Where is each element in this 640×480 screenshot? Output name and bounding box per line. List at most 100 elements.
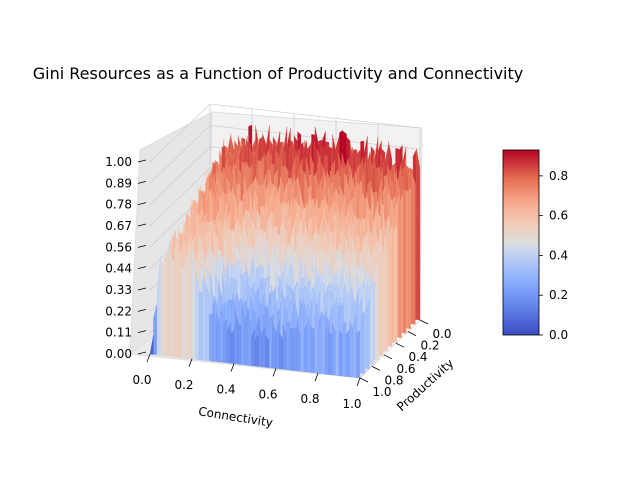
- x-tick-mark: [272, 368, 277, 377]
- z-tick-label: 0.00: [105, 347, 132, 361]
- y-tick-mark: [407, 331, 417, 336]
- grid-line: [149, 167, 211, 227]
- grid-line: [149, 125, 211, 184]
- colorbar-ticks: 0.0 0.2 0.4 0.6 0.8: [539, 169, 568, 342]
- surface-cell: [303, 323, 308, 373]
- z-tick-mark: [137, 202, 147, 206]
- plot-3d-axes: 0.000.110.220.330.440.560.670.780.891.00…: [105, 103, 456, 430]
- surface-cell: [300, 311, 305, 372]
- z-tick-mark: [137, 159, 147, 163]
- surface-cell: [195, 272, 200, 360]
- surface-cell: [293, 326, 298, 371]
- x-tick-label: 0.6: [258, 387, 277, 401]
- y-tick-label: 1.0: [372, 385, 391, 399]
- surface-cell: [370, 279, 374, 365]
- surface-cell: [209, 314, 214, 362]
- surface-cell: [411, 173, 416, 325]
- surface-cell: [289, 327, 294, 371]
- colorbar-tick-label: 0.2: [549, 288, 568, 302]
- surface-cell: [184, 253, 189, 359]
- surface-cell: [407, 187, 411, 330]
- surface-cell: [268, 318, 273, 369]
- y-tick-label: 0.4: [408, 350, 427, 364]
- surface-cell: [167, 247, 172, 357]
- surface-cell: [335, 312, 340, 376]
- z-tick-label: 0.56: [105, 240, 132, 254]
- surface-cell: [163, 252, 168, 357]
- surface-cell: [328, 332, 333, 375]
- surface-cell: [205, 287, 210, 361]
- y-tick-label: 0.0: [432, 327, 451, 341]
- surface-cell: [202, 280, 207, 361]
- colorbar-tick-label: 0.4: [549, 248, 568, 262]
- z-tick-mark: [137, 266, 147, 270]
- surface-cell: [244, 316, 249, 366]
- x-tick-label: 0.2: [174, 378, 193, 392]
- surface-cell: [388, 222, 393, 347]
- surface-cell: [393, 225, 398, 343]
- z-tick-mark: [137, 351, 147, 355]
- y-tick-mark: [395, 342, 405, 348]
- y-axis-ticks: 0.00.20.40.60.81.0: [359, 319, 452, 399]
- surface-cell: [279, 333, 284, 370]
- z-tick-mark: [137, 180, 147, 184]
- colorbar-tick-label: 0.8: [549, 169, 568, 183]
- x-axis-label: Connectivity: [197, 404, 273, 430]
- z-tick-label: 0.89: [105, 176, 132, 190]
- surface-cell: [261, 327, 266, 368]
- x-tick-label: 0.4: [216, 383, 235, 397]
- surface-cell: [219, 311, 224, 363]
- surface-cell: [286, 321, 291, 371]
- grid-line: [149, 146, 211, 205]
- z-tick-mark: [137, 308, 147, 312]
- z-tick-mark: [137, 287, 147, 291]
- surface-cell: [338, 330, 343, 377]
- surface-cell: [324, 327, 329, 375]
- x-tick-label: 0.0: [132, 373, 151, 387]
- surface-cell: [384, 234, 388, 352]
- grid-line: [359, 319, 421, 379]
- surface-cell: [247, 315, 252, 366]
- surface-cell: [230, 330, 235, 364]
- surface-cell: [360, 312, 365, 374]
- y-tick-mark: [419, 319, 429, 325]
- x-tick-label: 0.8: [300, 392, 319, 406]
- z-tick-mark: [137, 244, 147, 248]
- z-tick-label: 0.67: [105, 219, 132, 233]
- surface-cell: [314, 314, 319, 374]
- x-tick-mark: [188, 358, 193, 367]
- surface-cell: [223, 318, 228, 363]
- z-axis-ticks: 0.00 0.11 0.22 0.33 0.44 0.56 0.67 0.78 0.89 1.00: [105, 155, 147, 361]
- surface-cell: [331, 323, 336, 376]
- surface-cell: [342, 322, 347, 377]
- grid-line: [209, 103, 421, 129]
- surface-cell: [181, 265, 186, 359]
- x-tick-mark: [146, 353, 151, 363]
- surface-cell: [379, 245, 384, 356]
- surface-cell: [397, 199, 402, 339]
- grid-line: [149, 103, 211, 163]
- surface-cell: [307, 318, 312, 373]
- chart-title: Gini Resources as a Function of Producti…: [33, 64, 523, 83]
- surface-cell: [416, 148, 421, 321]
- z-tick-label: 1.00: [105, 155, 132, 169]
- colorbar: 0.0 0.2 0.4 0.6 0.8: [502, 149, 568, 342]
- x-tick-label: 1.0: [342, 397, 361, 411]
- y-tick-label: 0.8: [384, 373, 403, 387]
- surface-cell: [160, 259, 165, 356]
- surface-cell: [356, 330, 361, 379]
- z-tick-label: 0.78: [105, 198, 132, 212]
- surface-cell: [345, 329, 350, 377]
- y-tick-label: 0.6: [396, 362, 415, 376]
- surface-cell: [254, 335, 259, 367]
- y-tick-mark: [383, 354, 393, 360]
- surface-cell: [349, 321, 354, 378]
- surface-cell: [374, 262, 379, 361]
- surface-cell: [321, 313, 326, 375]
- surface-cell: [402, 189, 407, 334]
- colorbar-gradient: [502, 149, 540, 336]
- surface-cell: [198, 290, 203, 361]
- x-tick-mark: [230, 363, 235, 372]
- surface-cell: [240, 316, 245, 365]
